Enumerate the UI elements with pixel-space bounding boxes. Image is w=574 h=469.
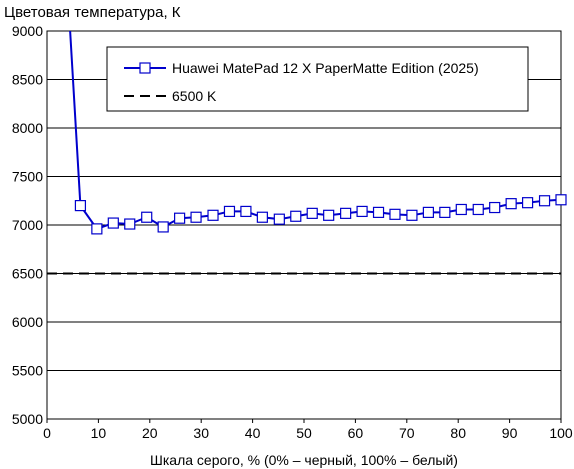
x-tick-label-0: 0 bbox=[43, 425, 51, 441]
data-point-1 bbox=[74, 200, 87, 212]
x-tick-label-9: 90 bbox=[502, 425, 518, 441]
legend-label-series-2: 6500 K bbox=[172, 88, 217, 104]
data-point-30 bbox=[555, 194, 567, 206]
data-point-12 bbox=[256, 211, 268, 223]
x-tick-labels: 0 10 20 30 40 50 60 70 80 90 100 bbox=[43, 419, 573, 441]
data-point-24 bbox=[455, 203, 467, 216]
data-point-8 bbox=[190, 211, 202, 223]
x-tick-label-4: 40 bbox=[245, 425, 261, 441]
data-point-25 bbox=[472, 203, 484, 216]
data-point-20 bbox=[389, 208, 401, 220]
data-point-17 bbox=[340, 207, 352, 219]
x-tick-label-1: 10 bbox=[91, 425, 107, 441]
x-tick-label-6: 60 bbox=[348, 425, 364, 441]
legend-marker-series-1 bbox=[139, 62, 151, 74]
x-tick-label-3: 30 bbox=[193, 425, 209, 441]
data-point-21 bbox=[406, 209, 418, 221]
legend-label-series-1: Huawei MatePad 12 X PaperMatte Edition (… bbox=[172, 60, 479, 76]
y-tick-label-7: 8500 bbox=[12, 72, 43, 88]
data-point-22 bbox=[422, 206, 434, 218]
legend-box bbox=[106, 46, 529, 112]
data-point-9 bbox=[207, 209, 219, 221]
y-tick-label-6: 8000 bbox=[12, 120, 43, 136]
data-point-11 bbox=[240, 205, 252, 218]
data-point-3 bbox=[107, 217, 119, 229]
data-point-26 bbox=[489, 201, 501, 214]
data-point-19 bbox=[372, 206, 385, 218]
data-point-2 bbox=[91, 223, 103, 235]
y-tick-label-4: 7000 bbox=[12, 217, 43, 233]
x-tick-label-2: 20 bbox=[142, 425, 158, 441]
x-tick-label-5: 50 bbox=[296, 425, 312, 441]
data-point-13 bbox=[273, 213, 285, 225]
data-point-15 bbox=[306, 207, 318, 219]
data-point-7 bbox=[174, 212, 186, 224]
y-tick-label-1: 5500 bbox=[12, 363, 43, 379]
data-point-23 bbox=[439, 206, 451, 218]
plot-frame bbox=[46, 30, 562, 420]
y-tick-label-0: 5000 bbox=[12, 411, 43, 427]
data-point-28 bbox=[521, 197, 534, 209]
data-point-10 bbox=[223, 205, 236, 218]
data-point-18 bbox=[356, 205, 368, 218]
data-point-14 bbox=[290, 210, 302, 222]
data-point-29 bbox=[538, 195, 551, 207]
legend: Huawei MatePad 12 X PaperMatte Edition (… bbox=[106, 46, 529, 112]
data-point-5 bbox=[141, 211, 153, 223]
x-tick-label-10: 100 bbox=[549, 425, 573, 441]
x-tick-label-8: 80 bbox=[450, 425, 466, 441]
data-point-27 bbox=[505, 198, 517, 210]
y-tick-label-5: 7500 bbox=[12, 169, 43, 185]
data-point-4 bbox=[124, 218, 136, 230]
data-point-6 bbox=[157, 221, 169, 233]
y-tick-label-8: 9000 bbox=[12, 23, 43, 39]
y-tick-labels: 5000 5500 6000 6500 7000 7500 8000 8500 9000 bbox=[12, 23, 43, 427]
y-tick-label-3: 6500 bbox=[12, 266, 43, 282]
chart-title: Цветовая температура, К bbox=[4, 4, 181, 21]
y-tick-label-2: 6000 bbox=[12, 314, 43, 330]
x-tick-label-7: 70 bbox=[399, 425, 415, 441]
x-axis-label: Шкала серого, % (0% – черный, 100% – бел… bbox=[150, 452, 458, 468]
data-point-16 bbox=[323, 209, 335, 221]
markers-layer bbox=[74, 194, 567, 235]
